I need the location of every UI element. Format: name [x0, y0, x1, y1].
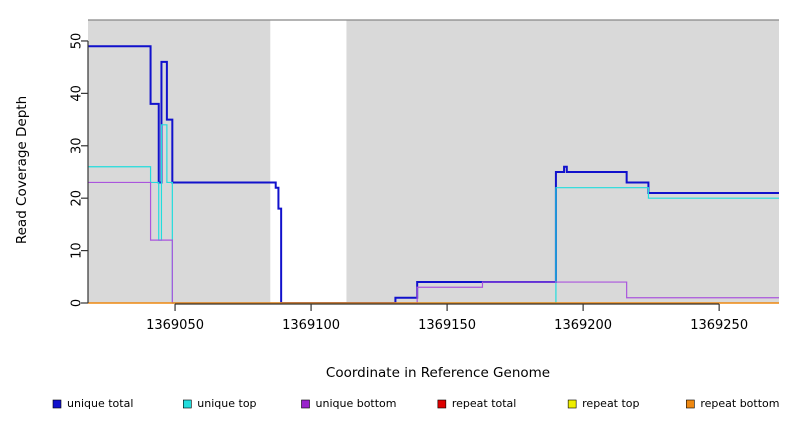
legend-swatch-unique-bottom	[301, 399, 310, 409]
legend-swatch-repeat-bottom	[686, 399, 695, 409]
legend-swatch-repeat-top	[567, 399, 577, 409]
shaded-region-group	[88, 20, 779, 303]
y-tick-label-40: 40	[70, 85, 85, 102]
x-tick-label-1369150: 1369150	[418, 318, 476, 333]
y-tick-label-20: 20	[70, 190, 85, 207]
y-tick-label-30: 30	[70, 138, 85, 155]
y-axis-title: Read Coverage Depth	[14, 96, 30, 244]
legend-label-unique-top: unique top	[197, 397, 256, 410]
shaded-region-1	[346, 20, 779, 303]
series-unique-bottom	[88, 181, 779, 304]
chart-legend: unique total unique top unique bottom repea…	[52, 397, 779, 410]
x-tick-label-1369050: 1369050	[146, 318, 204, 333]
y-axis: 0 10 20 30 40 50	[70, 33, 89, 307]
legend-swatch-unique-total	[52, 399, 62, 409]
legend-label-repeat-total: repeat total	[452, 397, 517, 410]
legend-label-unique-total: unique total	[67, 397, 133, 410]
legend-swatch-repeat-total	[437, 399, 447, 409]
series-group	[88, 45, 779, 304]
shaded-region-0	[88, 20, 271, 303]
x-tick-label-1369100: 1369100	[282, 318, 340, 333]
y-tick-label-50: 50	[70, 33, 85, 50]
x-axis-title: Coordinate in Reference Genome	[326, 365, 550, 381]
legend-label-repeat-top: repeat top	[582, 397, 639, 410]
y-tick-label-10: 10	[70, 242, 85, 259]
x-tick-label-1369200: 1369200	[554, 318, 612, 333]
y-tick-label-0: 0	[70, 299, 85, 307]
legend-label-repeat-bottom: repeat bottom	[700, 397, 779, 410]
x-axis: 1369050 1369100 1369150 1369200 1369250	[146, 303, 748, 333]
legend-label-unique-bottom: unique bottom	[316, 397, 397, 410]
x-tick-label-1369250: 1369250	[690, 318, 748, 333]
legend-swatch-unique-top	[183, 399, 192, 409]
